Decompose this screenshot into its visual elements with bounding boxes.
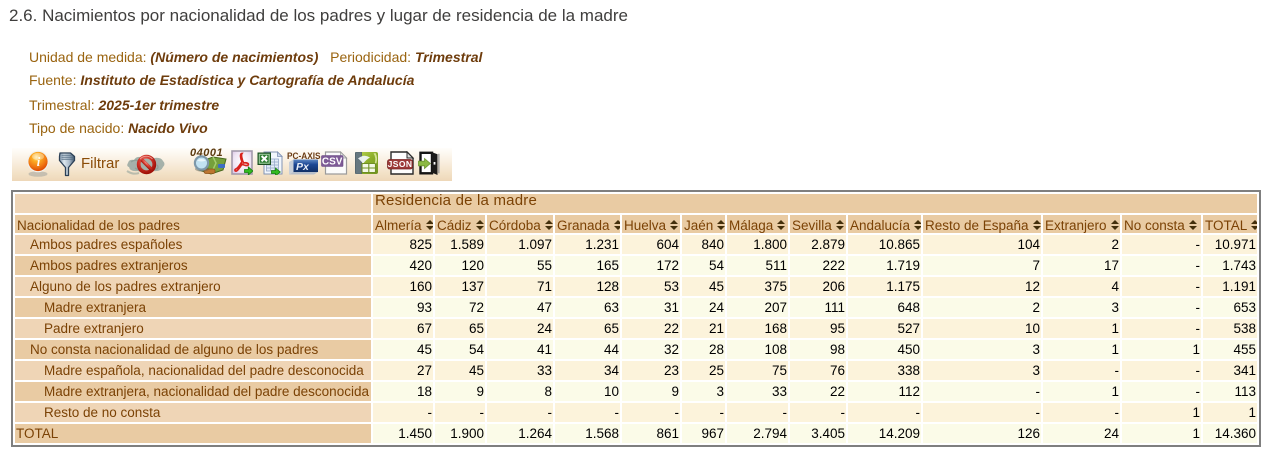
svg-text:JSON: JSON <box>388 159 413 169</box>
svg-text:i: i <box>37 155 41 169</box>
svg-text:Px: Px <box>296 161 310 173</box>
svg-text:CSV: CSV <box>322 157 343 168</box>
